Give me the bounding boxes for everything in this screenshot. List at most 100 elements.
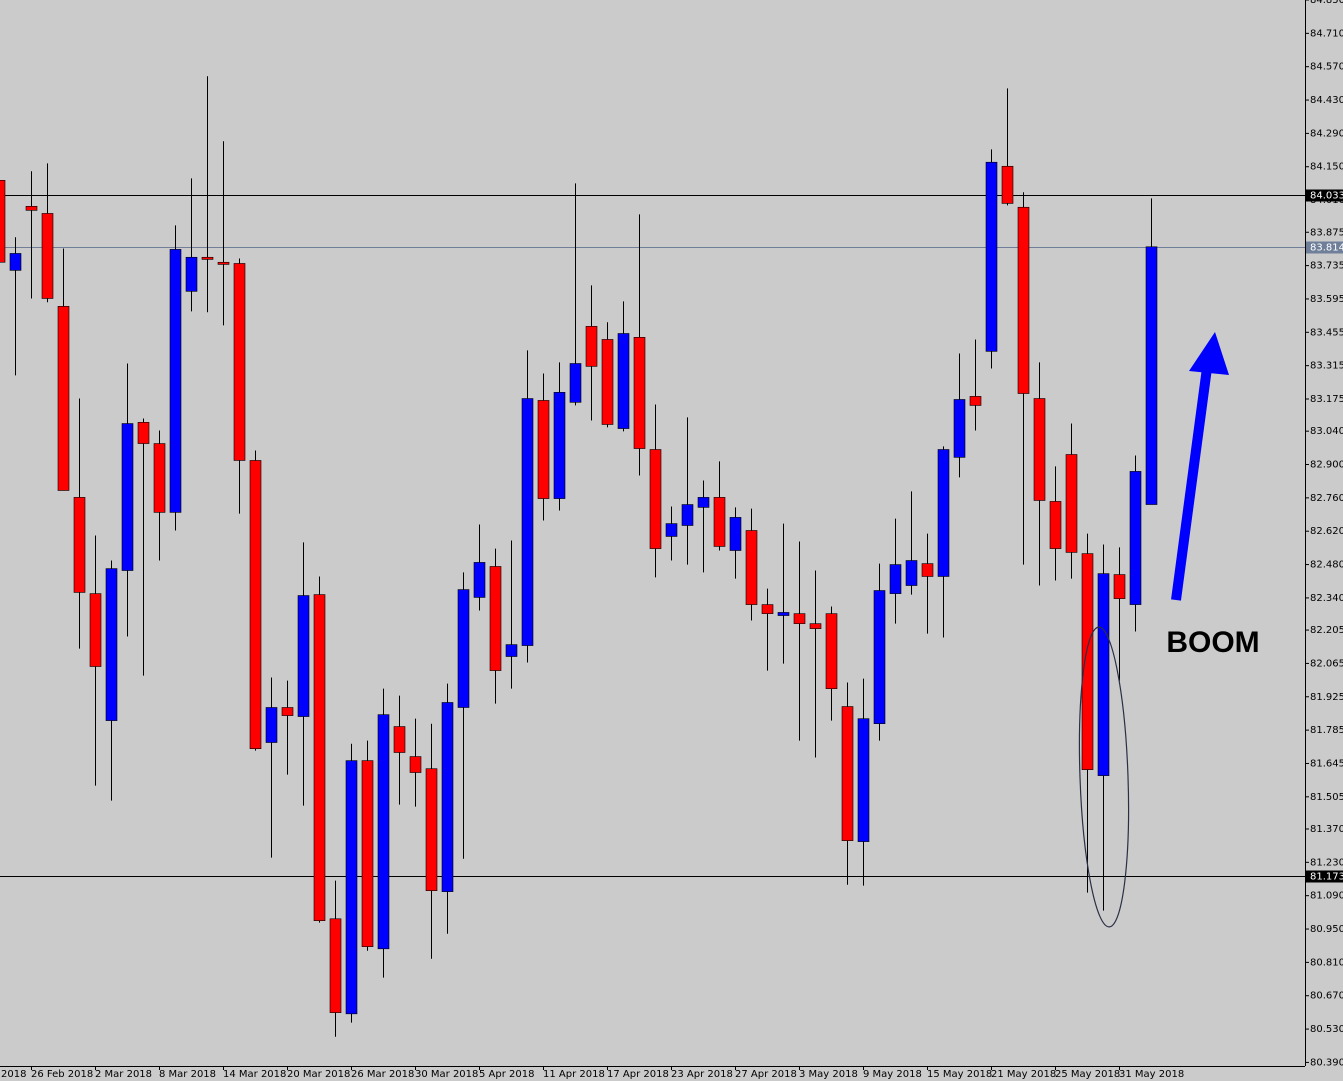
candle-body xyxy=(409,756,422,773)
candle-body xyxy=(233,263,246,461)
y-tick-label: 83.315 xyxy=(1310,361,1343,372)
x-tick-label: 23 Apr 2018 xyxy=(671,1069,733,1080)
x-tick-label: 15 May 2018 xyxy=(927,1069,992,1080)
candle-body xyxy=(889,564,902,594)
candle-body xyxy=(873,590,886,724)
x-tick-label: 30 Mar 2018 xyxy=(415,1069,478,1080)
candle-body xyxy=(1001,165,1014,204)
candle-body xyxy=(505,644,518,657)
candle-body xyxy=(905,560,918,586)
candle-body xyxy=(745,530,758,605)
candle-body xyxy=(1081,553,1094,770)
candle-body xyxy=(249,460,262,750)
y-tick-label: 83.175 xyxy=(1310,394,1343,405)
y-tick-label: 80.810 xyxy=(1310,957,1343,968)
candle-body xyxy=(937,449,950,577)
y-tick-label: 80.670 xyxy=(1310,991,1343,1002)
y-tick-label: 82.480 xyxy=(1310,560,1343,571)
x-tick-label: 2 Mar 2018 xyxy=(95,1069,152,1080)
candle-body xyxy=(1145,246,1158,505)
candle-body xyxy=(121,423,134,571)
candle-body xyxy=(57,306,70,491)
arrow-shaft xyxy=(1171,367,1212,601)
x-tick-label: 8 Mar 2018 xyxy=(159,1069,216,1080)
y-tick-label: 82.620 xyxy=(1310,526,1343,537)
y-tick-label: 81.230 xyxy=(1310,857,1343,868)
y-tick-label: 83.735 xyxy=(1310,261,1343,272)
price-label: 81.173 xyxy=(1310,872,1343,883)
candle-body xyxy=(729,517,742,551)
candle-body xyxy=(585,326,598,367)
y-tick-label: 82.760 xyxy=(1310,493,1343,504)
candle-body xyxy=(793,613,806,624)
highlight-ellipse xyxy=(1078,626,1130,928)
candle-body xyxy=(969,396,982,406)
candle-body xyxy=(1033,398,1046,501)
candle-body xyxy=(537,400,550,499)
candle-body xyxy=(665,523,678,537)
x-tick-label: 20 Mar 2018 xyxy=(287,1069,350,1080)
y-tick-label: 84.430 xyxy=(1310,95,1343,106)
candle-body xyxy=(329,918,342,1013)
candle-body xyxy=(1113,574,1126,599)
x-tick-label: 26 Feb 2018 xyxy=(31,1069,93,1080)
arrow-head xyxy=(1189,332,1229,375)
candle-body xyxy=(825,613,838,689)
y-tick-label: 83.875 xyxy=(1310,227,1343,238)
candle-body xyxy=(345,760,358,1015)
candle-body xyxy=(713,497,726,547)
y-tick-label: 81.505 xyxy=(1310,792,1343,803)
candle-body xyxy=(1097,573,1110,776)
x-tick-label: 17 Apr 2018 xyxy=(607,1069,669,1080)
y-tick-label: 81.090 xyxy=(1310,891,1343,902)
price-label: 83.814 xyxy=(1310,243,1343,254)
candle-body xyxy=(761,604,774,614)
candle-body xyxy=(601,339,614,425)
candle-body xyxy=(137,422,150,444)
plot-area xyxy=(0,76,1305,1037)
candle-body xyxy=(473,562,486,598)
candle-body xyxy=(217,261,230,265)
x-tick-label: 9 May 2018 xyxy=(863,1069,922,1080)
candle-body xyxy=(921,563,934,577)
price-label: 84.033 xyxy=(1310,191,1343,202)
candle-body xyxy=(153,443,166,513)
y-tick-label: 84.710 xyxy=(1310,28,1343,39)
candle-body xyxy=(361,760,374,947)
candle-body xyxy=(9,253,22,271)
x-tick-label: 27 Apr 2018 xyxy=(735,1069,797,1080)
candle-body xyxy=(441,702,454,892)
candle-body xyxy=(25,205,38,211)
y-tick-label: 84.290 xyxy=(1310,128,1343,139)
price-label-box xyxy=(1306,870,1343,883)
candle-body xyxy=(809,623,822,629)
y-tick-label: 83.040 xyxy=(1310,426,1343,437)
y-tick-label: 80.390 xyxy=(1310,1057,1343,1068)
y-tick-label: 82.900 xyxy=(1310,460,1343,471)
candle-body xyxy=(1129,471,1142,605)
y-tick-label: 80.950 xyxy=(1310,924,1343,935)
y-tick-label: 81.370 xyxy=(1310,824,1343,835)
price-label-box xyxy=(1306,189,1343,202)
y-tick-label: 81.925 xyxy=(1310,692,1343,703)
y-tick-label: 80.530 xyxy=(1310,1024,1343,1035)
candle-body xyxy=(953,399,966,458)
y-tick-label: 82.340 xyxy=(1310,593,1343,604)
candle-body xyxy=(985,161,998,352)
candle-body xyxy=(201,256,214,260)
candle-body xyxy=(521,398,534,646)
candle-body xyxy=(681,504,694,526)
candle-body xyxy=(281,707,294,716)
y-tick-label: 84.570 xyxy=(1310,62,1343,73)
y-tick-label: 82.205 xyxy=(1310,625,1343,636)
candle-body xyxy=(393,726,406,753)
candle-body xyxy=(73,497,86,593)
candle-body xyxy=(1065,454,1078,553)
y-tick-label: 84.850 xyxy=(1310,0,1343,6)
candle-body xyxy=(89,593,102,667)
x-tick-label: 5 Apr 2018 xyxy=(479,1069,534,1080)
candle-body xyxy=(697,497,710,508)
candle-body xyxy=(489,566,502,671)
x-tick-label: 21 May 2018 xyxy=(991,1069,1056,1080)
candle-body xyxy=(0,180,6,263)
